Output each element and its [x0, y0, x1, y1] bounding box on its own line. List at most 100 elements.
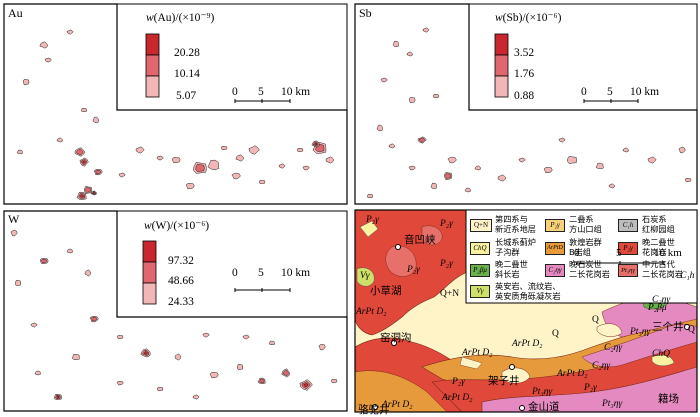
unit-label: P₂γ	[440, 259, 453, 269]
legend-swatch: Q+N	[470, 219, 492, 232]
anomaly-polygon	[207, 159, 220, 171]
sb-anomaly-map: Sb w(Sb)/(×10⁻⁶) 3.52 1.76 0.88 0 5 10 k…	[352, 0, 700, 207]
sb-legend-title: w(Sb)/(×10⁻⁶)	[495, 10, 561, 24]
legend-swatch: P₂γ	[545, 219, 565, 232]
sb-map-frame	[354, 3, 698, 205]
unit-label: C₁h	[680, 271, 695, 281]
anomaly-polygon	[622, 147, 629, 153]
unit-label: P₂βμ	[648, 303, 667, 313]
sb-level-high: 3.52	[514, 47, 535, 59]
w-scale-10: 10 km	[281, 267, 311, 279]
unit-label: Vγ	[360, 271, 370, 281]
place-label: 三个井	[652, 321, 684, 333]
unit-label: P₂γ	[440, 219, 453, 229]
sb-level-low: 0.88	[514, 90, 535, 102]
anomaly-polygon	[10, 229, 18, 237]
anomaly-polygon	[242, 334, 250, 340]
legend-swatch: P₂γ	[618, 242, 638, 255]
anomaly-polygon	[16, 149, 23, 155]
anomaly-polygon	[209, 372, 219, 379]
anomaly-polygon	[432, 93, 439, 99]
anomaly-polygon	[92, 192, 96, 194]
anomaly-polygon	[408, 165, 416, 171]
anomaly-polygon	[56, 395, 60, 399]
unit-label: P₂γ	[407, 265, 420, 275]
anomaly-polygon	[259, 179, 266, 185]
anomaly-polygon	[684, 177, 692, 183]
anomaly-polygon	[135, 146, 145, 154]
unit-label: Q	[552, 329, 559, 339]
unit-label: ArPt D₂	[442, 393, 473, 403]
w-legend-swatches	[142, 240, 157, 305]
anomaly-polygon	[76, 148, 84, 156]
anomaly-polygon	[567, 155, 578, 164]
anomaly-polygon	[366, 193, 373, 199]
anomaly-polygon	[595, 162, 604, 170]
anomaly-polygon	[608, 183, 616, 189]
anomaly-polygon	[202, 332, 210, 338]
unit-label: ArPt D₂	[382, 400, 413, 410]
anomaly-polygon	[445, 173, 451, 179]
anomaly-polygon	[543, 167, 553, 174]
legend-label: 晚石炭世 二长花岗岩	[569, 259, 610, 279]
anomaly-polygon	[22, 79, 30, 86]
legend-label: 第四系与 新近系地层	[495, 214, 536, 234]
anomaly-polygon	[283, 369, 289, 377]
anomaly-polygon	[116, 380, 124, 386]
anomaly-polygon	[94, 169, 102, 175]
anomaly-polygon	[195, 163, 205, 172]
place-label: 架子井	[488, 375, 520, 387]
legend-label: 二叠系 方山口组	[569, 214, 602, 234]
w-anomaly-polygons	[10, 229, 338, 400]
unit-label: ArPt D₂	[512, 339, 543, 349]
legend-label: 长城系蓟炉 子沟群	[495, 237, 536, 257]
anomaly-polygon	[380, 77, 388, 83]
anomaly-polygon	[14, 279, 21, 286]
place-label: 小草湖	[370, 285, 402, 297]
au-legend-var: w	[146, 12, 154, 24]
anomaly-polygon	[84, 269, 92, 277]
au-level-low: 5.07	[176, 90, 197, 102]
w-map-frame	[3, 210, 348, 412]
legend-swatch: Vγ	[470, 285, 490, 298]
anomaly-polygon	[34, 370, 41, 376]
sb-scale-0: 0	[581, 86, 587, 98]
anomaly-polygon	[117, 334, 124, 340]
w-anomaly-map: W w(W)/(×10⁻⁶) 97.32 48.66 24.33 0 5 10 …	[0, 207, 352, 415]
unit-label: Pt₃ηγ	[532, 387, 553, 397]
au-scale-bar	[234, 99, 291, 103]
au-scale-10: 10 km	[281, 86, 311, 98]
legend-swatch: ChQ	[470, 242, 490, 255]
anomaly-polygon	[92, 116, 99, 124]
sb-scale-5: 5	[607, 86, 613, 98]
anomaly-polygon	[85, 187, 91, 193]
place-label: 金山道	[528, 401, 560, 413]
legend-swatch: C₁h	[618, 219, 638, 232]
sb-level-mid: 1.76	[514, 68, 535, 80]
anomaly-polygon	[318, 343, 326, 351]
anomaly-polygon	[41, 258, 48, 264]
sb-panel-title: Sb	[359, 6, 372, 20]
au-map-frame	[3, 3, 348, 205]
geology-map: Q+N 第四系与 新近系地层 P₂γ 二叠系 方山口组 C₁h 石炭系 红柳园组…	[352, 207, 700, 416]
anomaly-polygon	[647, 156, 657, 164]
anomaly-polygon	[220, 145, 228, 151]
w-scale-5: 5	[258, 267, 264, 279]
unit-label: P₂γ	[366, 215, 379, 225]
place-label: 窑洞沟	[380, 332, 412, 344]
place-label: 骆驼井	[358, 404, 390, 416]
anomaly-polygon	[231, 172, 241, 180]
anomaly-polygon	[235, 154, 245, 162]
au-panel-title: Au	[8, 6, 23, 20]
legend-label: 中元古代 二长花岗岩	[642, 259, 683, 279]
w-level-high: 97.32	[168, 255, 194, 267]
anomaly-polygon	[296, 147, 304, 153]
legend-label: 英安岩、流纹岩、 英安质角砾凝灰岩	[495, 281, 561, 301]
au-level-mid: 10.14	[174, 68, 200, 80]
anomaly-polygon	[156, 155, 164, 161]
w-legend-var: w	[144, 220, 152, 232]
au-legend-unit: (Au)/(×10⁻⁹)	[153, 12, 215, 24]
unit-label: C₂ηγ	[604, 343, 623, 353]
unit-label: Pt₃ηγ	[630, 327, 651, 337]
unit-label: Q	[592, 315, 599, 325]
